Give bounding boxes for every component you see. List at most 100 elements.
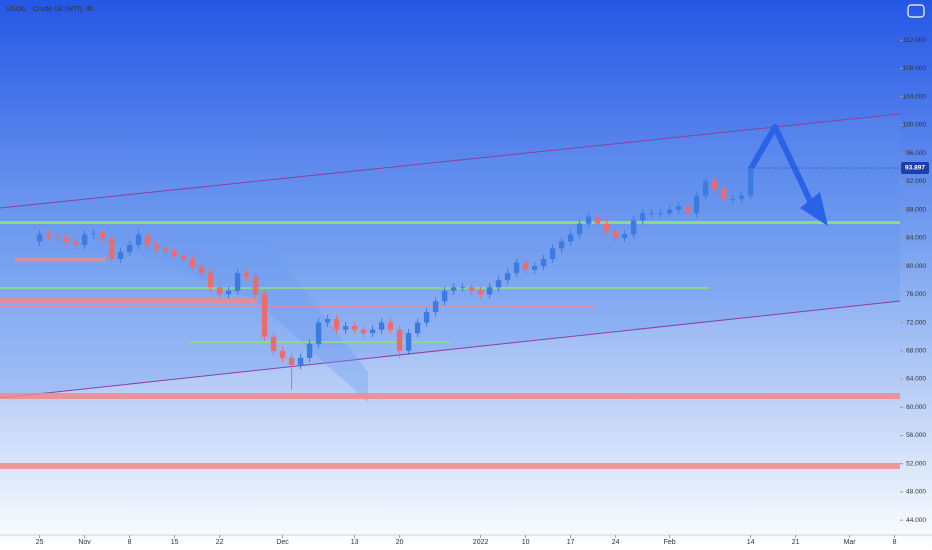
candle-body	[729, 199, 736, 200]
y-tick-label: 68.000	[906, 348, 926, 355]
candle-body	[333, 319, 340, 330]
y-tick-label: 72.000	[906, 319, 926, 326]
channel-bottom	[0, 300, 901, 399]
candle-body	[189, 259, 196, 267]
candle-body	[144, 234, 151, 245]
candle-body	[135, 234, 142, 245]
candle-body	[585, 216, 592, 224]
candle-body	[423, 311, 430, 323]
candle-body	[306, 343, 313, 358]
projection-path	[747, 124, 815, 207]
candle-body	[495, 280, 502, 288]
y-tick-label: 88.000	[906, 206, 926, 213]
candle-body	[666, 209, 673, 214]
candle-body	[612, 230, 619, 238]
candle-body	[315, 322, 322, 344]
candle-body	[198, 266, 205, 274]
x-tick-label: 24	[612, 539, 620, 546]
candle-body	[117, 251, 124, 260]
x-tick-label: Feb	[664, 539, 676, 546]
candle-body	[45, 234, 52, 237]
channel-top	[0, 113, 901, 209]
y-tick-label: 56.000	[906, 432, 926, 439]
candle-body	[720, 188, 727, 200]
y-tick-label: 80.000	[906, 263, 926, 270]
candle-body	[459, 287, 466, 289]
y-tick-label: 64.000	[906, 376, 926, 383]
candle-body	[270, 336, 277, 351]
candle-body	[342, 326, 349, 330]
candle-body	[387, 322, 394, 330]
x-tick-label: 8	[128, 539, 132, 546]
y-tick-label: 44.000	[906, 517, 926, 524]
candle-body	[108, 237, 115, 260]
candle-body	[576, 223, 583, 235]
plot-layer: 44.000 48.000 52.000 56.000 60.000 64.000 68.0…	[36, 37, 929, 546]
candle-body	[162, 248, 169, 252]
x-tick-label: Nov	[78, 539, 91, 546]
candle-body	[684, 206, 691, 214]
y-tick-label: 108.000	[903, 65, 927, 72]
x-tick-label: Mar	[844, 539, 857, 546]
zone-line	[0, 221, 900, 224]
candle-body	[225, 290, 232, 295]
candle-body	[378, 322, 385, 330]
candle-body	[504, 273, 511, 281]
candle-body	[603, 223, 610, 231]
candle-body	[513, 262, 520, 274]
chart-title: USOIL · Crude Oil (WTI), 4h	[6, 6, 94, 13]
zone-box	[0, 463, 900, 469]
candle-body	[675, 206, 682, 210]
y-tick-label: 52.000	[906, 460, 926, 467]
x-tick-label: 10	[522, 539, 530, 546]
y-tick-label: 76.000	[906, 291, 926, 298]
candle-body	[468, 287, 475, 291]
last-price-badge	[901, 162, 929, 175]
candle-body	[522, 262, 529, 270]
candle-body	[324, 319, 331, 323]
candle-body	[567, 234, 574, 242]
candle-body	[153, 244, 160, 249]
candle-body	[234, 273, 241, 291]
candle-body	[630, 220, 637, 235]
zone-line	[0, 305, 595, 307]
candle-body	[594, 216, 601, 224]
screenshot-button[interactable]	[907, 4, 925, 18]
candle-body	[432, 301, 439, 312]
x-tick-label: 25	[36, 539, 44, 546]
candle-body	[360, 329, 367, 334]
y-tick-label: 92.000	[906, 178, 926, 185]
candle-body	[63, 237, 70, 242]
last-price-label: 93.897	[905, 165, 925, 172]
candle-body	[477, 290, 484, 295]
candle-body	[414, 322, 421, 334]
candle-body	[558, 241, 565, 249]
y-tick-label: 100.000	[903, 122, 927, 129]
candle-body	[540, 259, 547, 267]
zone-line	[0, 287, 710, 289]
candle-body	[279, 350, 286, 358]
zone-box	[0, 393, 900, 399]
y-tick-label: 84.000	[906, 235, 926, 242]
candle-body	[261, 294, 268, 337]
x-tick-label: 21	[792, 539, 800, 546]
x-tick-label: 15	[171, 539, 179, 546]
y-tick-label: 112.000	[903, 37, 926, 44]
x-tick-label: Dec	[276, 539, 289, 546]
candle-body	[405, 333, 412, 351]
x-tick-label: 8	[893, 539, 897, 546]
candle-body	[243, 273, 250, 277]
candle-body	[126, 244, 133, 252]
y-tick-label: 96.000	[906, 150, 926, 157]
candle-body	[180, 255, 187, 260]
x-tick-label: 20	[396, 539, 404, 546]
candle-body	[81, 234, 88, 245]
candle-body	[657, 213, 664, 214]
zone-box	[15, 257, 105, 262]
candle-body	[351, 326, 358, 330]
candle-body	[441, 290, 448, 302]
candle-body	[288, 357, 295, 365]
y-tick-label: 48.000	[906, 489, 926, 496]
